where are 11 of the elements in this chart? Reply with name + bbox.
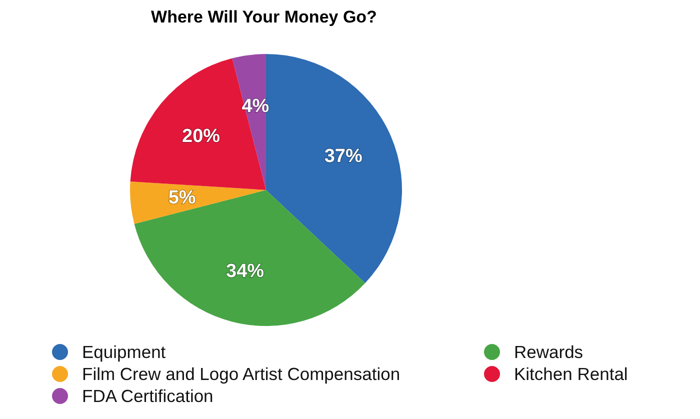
chart-title: Where Will Your Money Go? xyxy=(151,8,377,26)
data-label: 20% xyxy=(182,126,220,147)
data-label: 37% xyxy=(324,146,363,168)
legend-label: Kitchen Rental xyxy=(514,364,628,384)
legend-label: Equipment xyxy=(82,342,166,362)
legend-label: Film Crew and Logo Artist Compensation xyxy=(82,364,400,384)
data-label: 34% xyxy=(226,261,264,282)
pie-slice xyxy=(134,190,366,326)
legend-label: FDA Certification xyxy=(82,386,214,406)
data-label: 5% xyxy=(168,187,196,208)
legend-label: Rewards xyxy=(514,342,584,362)
